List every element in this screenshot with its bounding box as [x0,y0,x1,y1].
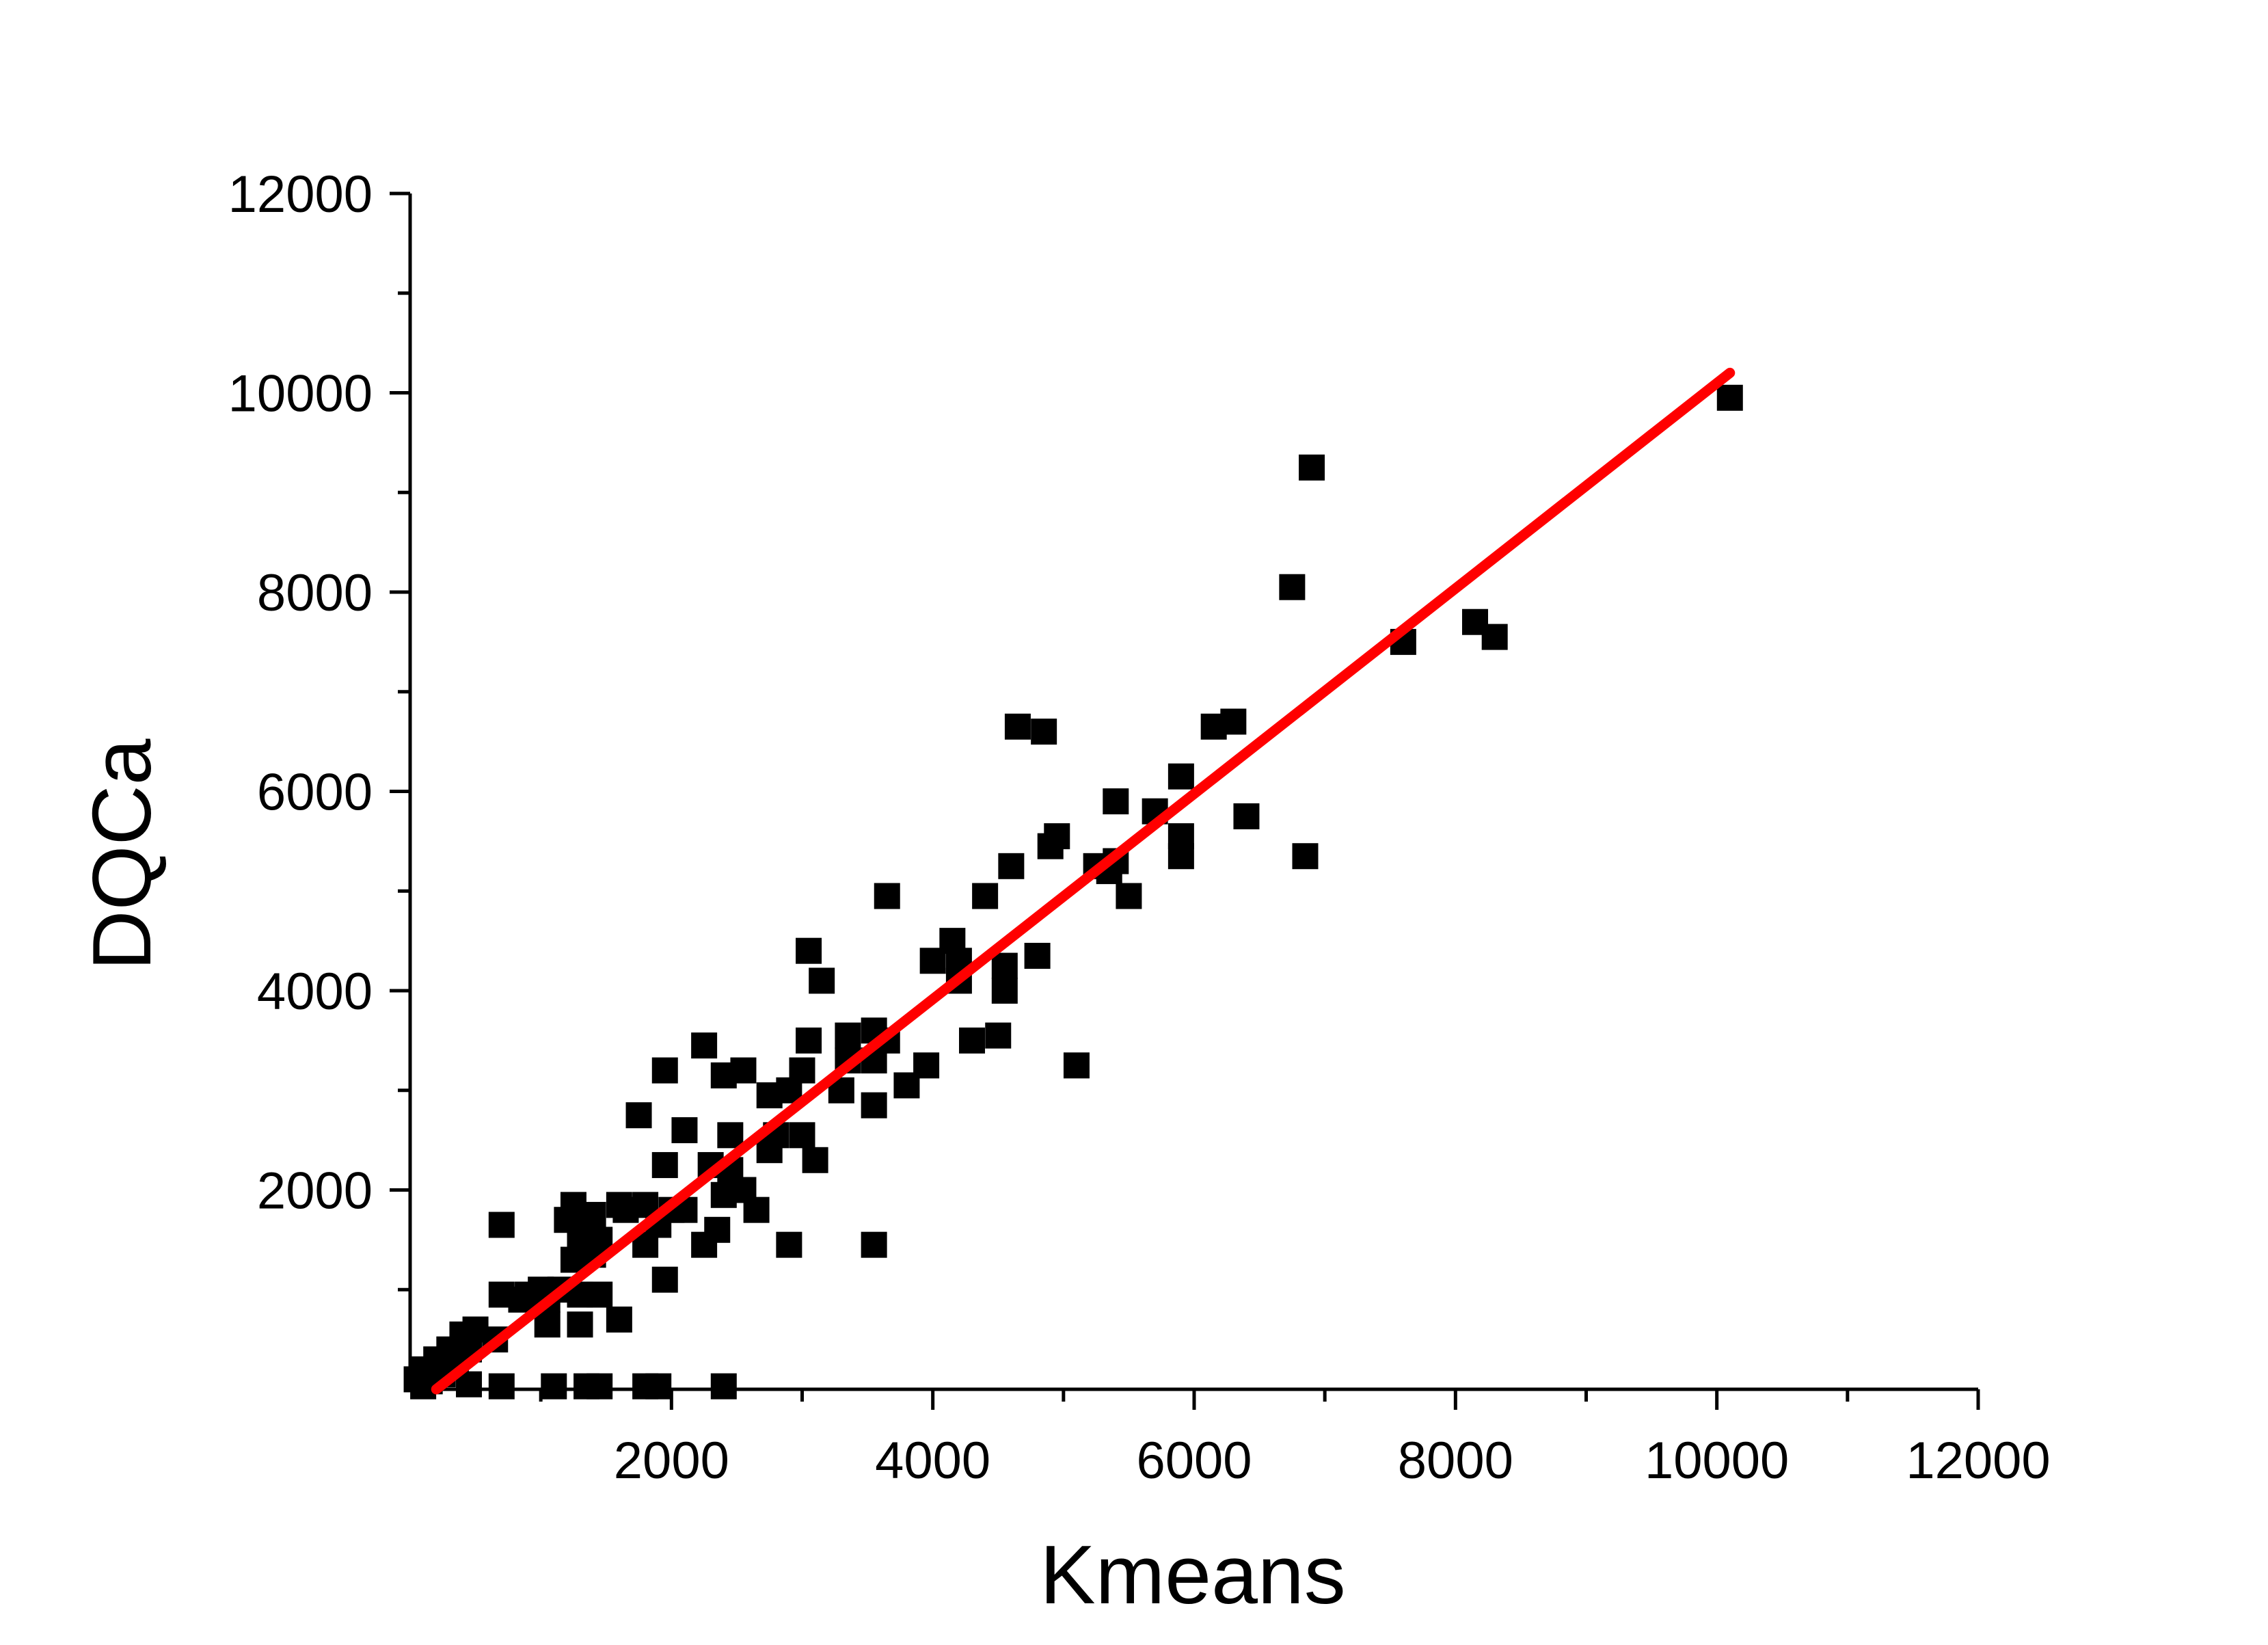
data-point [972,883,999,909]
data-point [488,1212,515,1238]
x-axis-label: Kmeans [1040,1528,1346,1621]
data-point [1116,883,1142,909]
data-point [998,853,1025,879]
data-point [919,948,946,974]
data-point [586,1373,613,1400]
y-tick-label: 8000 [257,564,373,622]
data-point [835,1022,861,1049]
data-point [625,1102,652,1129]
data-point [645,1373,672,1400]
data-point [1299,454,1325,481]
data-point [893,1072,920,1099]
x-tick-label: 10000 [1645,1432,1789,1490]
data-point [1063,1052,1090,1079]
x-axis-ticks: 2000 4000 6000 8000 10000 12000 [539,1389,2051,1490]
x-tick-label: 8000 [1398,1432,1513,1490]
data-point [410,1373,437,1400]
data-point [861,1231,887,1258]
data-point [710,1373,737,1400]
data-point [541,1373,567,1400]
data-point [1167,843,1194,870]
data-point [776,1231,802,1258]
data-point [1233,803,1260,829]
data-point [717,1122,744,1149]
y-tick-label: 2000 [257,1162,373,1220]
data-point [802,1147,828,1173]
y-tick-label: 6000 [257,764,373,822]
data-point [1481,624,1508,650]
data-point [691,1032,718,1059]
data-point [671,1117,698,1144]
y-tick-label: 10000 [228,365,373,423]
y-tick-label: 4000 [257,963,373,1021]
data-point [789,1122,815,1149]
data-point [991,952,1018,979]
data-point [756,1137,783,1164]
data-point [1200,713,1227,740]
data-point [809,967,835,994]
y-axis-label: DQCa [75,738,168,970]
data-point [606,1306,632,1333]
x-tick-label: 4000 [875,1432,990,1490]
data-point [796,1027,822,1054]
data-point [874,883,900,909]
data-point [1024,942,1051,969]
data-point [796,937,822,964]
data-point [651,1152,678,1179]
data-point [1004,713,1031,740]
x-tick-label: 2000 [614,1432,729,1490]
data-point [1031,719,1057,745]
data-point [488,1373,515,1400]
data-point [651,1266,678,1293]
data-point [1103,788,1129,815]
data-point [861,1092,887,1119]
data-point [1292,843,1319,870]
data-point [534,1311,561,1338]
data-point [508,1286,535,1313]
data-point [612,1196,639,1223]
x-tick-label: 12000 [1906,1432,2050,1490]
x-tick-label: 6000 [1136,1432,1252,1490]
data-point [710,1181,737,1208]
data-points [403,384,1743,1400]
data-point [1279,574,1306,600]
data-point [1716,384,1743,411]
data-point [1037,833,1064,859]
data-point [730,1057,757,1084]
data-point [959,1027,986,1054]
data-point [651,1057,678,1084]
data-point [691,1231,718,1258]
data-point [1167,763,1194,790]
data-point [586,1281,613,1308]
data-point [743,1196,770,1223]
y-tick-label: 12000 [228,165,373,224]
data-point [991,978,1018,1004]
y-axis-ticks: 2000 4000 6000 8000 10000 12000 [228,165,410,1292]
fit-line [431,367,1736,1395]
data-point [567,1311,593,1338]
data-point [985,1022,1012,1049]
